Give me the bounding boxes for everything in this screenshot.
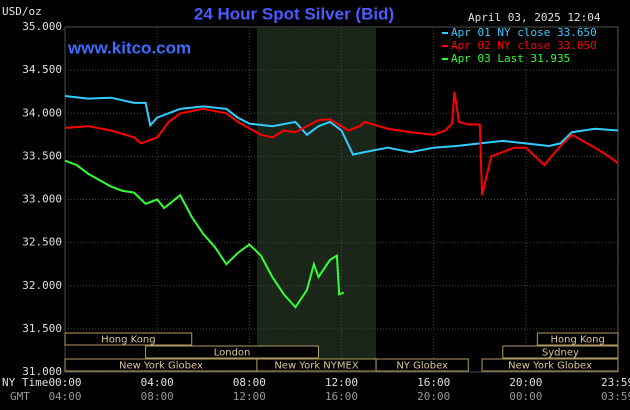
x-tick-label: 08:00 [233,376,266,389]
x-tick-label: 04:00 [141,376,174,389]
session-bar [64,332,193,346]
y-tick-label: 31.500 [22,322,62,335]
x-tick-label: 16:00 [417,376,450,389]
session-bar [375,358,469,372]
session-label: New York Globex [119,361,203,372]
x-row-label: NY Time [2,376,48,389]
y-tick-label: 33.500 [22,149,62,162]
x2-tick-label: 12:00 [233,390,266,403]
session-label: NY Globex [396,361,448,372]
session-label: New York Globex [508,361,592,372]
x2-tick-label: 16:00 [325,390,358,403]
session-bar [145,345,319,359]
session-label: Sydney [542,348,579,359]
session-label: New York NYMEX [274,361,359,372]
y-tick-label: 32.500 [22,236,62,249]
y-tick-label: 32.000 [22,279,62,292]
x2-tick-label: 08:00 [141,390,174,403]
series-line [64,91,619,196]
x2-tick-label: 03:59 [601,390,630,403]
session-label: Hong Kong [550,335,604,346]
session-bar [536,332,619,346]
x-tick-label: 12:00 [325,376,358,389]
x2-row-label: GMT [10,390,30,403]
y-tick-label: 35.000 [22,20,62,33]
legend-label: Apr 01 NY close 33.650 [451,26,597,39]
y-axis-label: USD/oz [2,5,42,18]
x-tick-label: 00:00 [48,376,81,389]
session-label: Hong Kong [101,335,155,346]
legend-label: Apr 02 NY close 33.050 [451,39,597,52]
date-label: April 03, 2025 12:04 [468,11,601,24]
y-tick-label: 31.000 [22,365,62,378]
x2-tick-label: 04:00 [48,390,81,403]
y-tick-label: 34.000 [22,106,62,119]
session-bar [481,358,619,372]
watermark: www.kitco.com [67,38,191,57]
chart-title: 24 Hour Spot Silver (Bid) [194,4,394,23]
x2-tick-label: 20:00 [417,390,450,403]
session-shade [256,27,377,372]
legend-label: Apr 03 Last 31.935 [451,52,570,65]
x-tick-label: 20:00 [509,376,542,389]
session-label: London [214,348,251,359]
y-tick-label: 33.000 [22,193,62,206]
x2-tick-label: 00:00 [509,390,542,403]
series-line [64,95,619,156]
series-line [64,159,345,309]
y-tick-label: 34.500 [22,63,62,76]
x-tick-label: 23:59 [601,376,630,389]
session-bar [502,345,619,359]
